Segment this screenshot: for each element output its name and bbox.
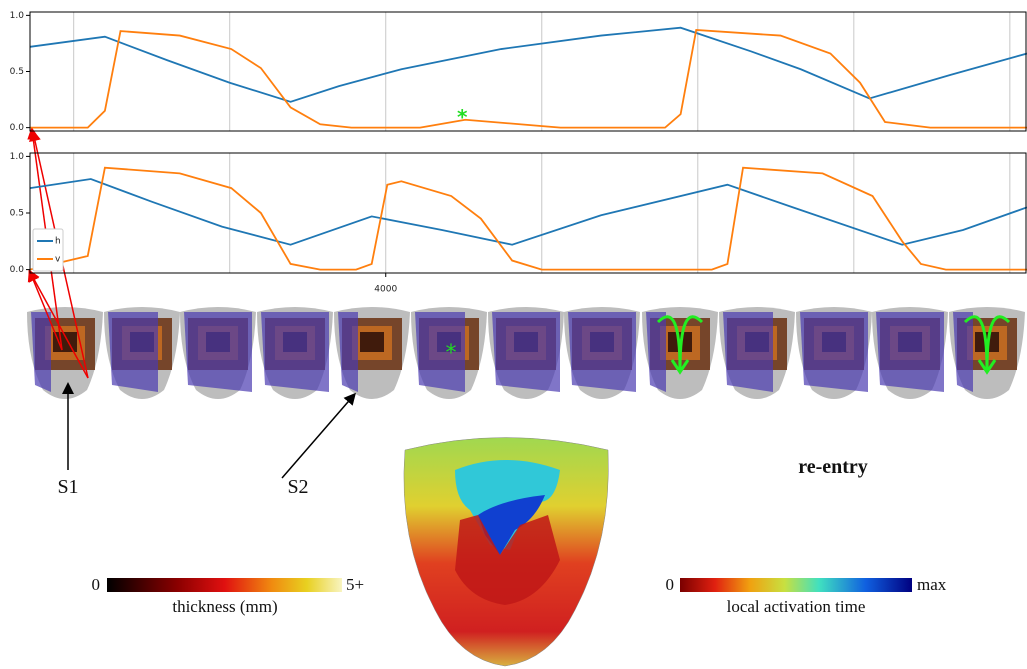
legend-label: v [55, 255, 61, 265]
activation-overlay [492, 312, 560, 392]
activation-overlay [338, 312, 358, 392]
series-line [29, 26, 1027, 103]
colorbar-label: local activation time [727, 597, 866, 616]
activation-overlay [31, 312, 51, 392]
asterisk: * [446, 341, 457, 366]
activation-overlay [876, 312, 944, 392]
colorbar-min: 0 [92, 575, 101, 594]
y-tick-label: 0.0 [10, 265, 25, 275]
series-line [29, 166, 1027, 271]
label: re-entry [798, 456, 868, 478]
pointer [27, 269, 63, 351]
y-tick-label: 1.0 [10, 152, 25, 162]
x-tick-label: 4000 [374, 285, 397, 295]
colorbar [107, 578, 342, 592]
label: S2 [287, 476, 308, 498]
colorbar-max: max [917, 575, 947, 594]
plot-frame [29, 11, 1027, 132]
activation-overlay [415, 312, 465, 392]
pointer [281, 392, 356, 479]
legend-label: h [55, 237, 61, 247]
reentry-arrow [963, 315, 1011, 375]
colorbar-label: thickness (mm) [172, 597, 277, 616]
activation-overlay [953, 312, 973, 392]
colorbar [680, 578, 912, 592]
colorbar-min: 0 [666, 575, 675, 594]
activation-overlay [723, 312, 773, 392]
heart-thumbnails [27, 307, 1025, 399]
y-tick-label: 1.0 [10, 11, 25, 21]
series-line [29, 178, 1027, 246]
annotation: * [457, 105, 468, 129]
y-tick-label: 0.0 [10, 123, 25, 133]
activation-overlay [184, 312, 252, 392]
activation-overlay [568, 312, 636, 392]
y-tick-label: 0.5 [10, 67, 24, 77]
activation-map [403, 437, 609, 667]
series-line [30, 29, 1027, 129]
colorbar-max: 5+ [346, 575, 364, 594]
label: S1 [57, 476, 78, 498]
activation-overlay [261, 312, 329, 392]
activation-overlay [108, 312, 158, 392]
activation-overlay [646, 312, 666, 392]
thickness-patch [360, 332, 384, 352]
plot-frame [29, 152, 1027, 274]
y-tick-label: 0.5 [10, 209, 24, 219]
activation-overlay [800, 312, 868, 392]
pointer [28, 269, 89, 379]
reentry-arrow [656, 315, 704, 375]
legend-box [32, 228, 64, 272]
